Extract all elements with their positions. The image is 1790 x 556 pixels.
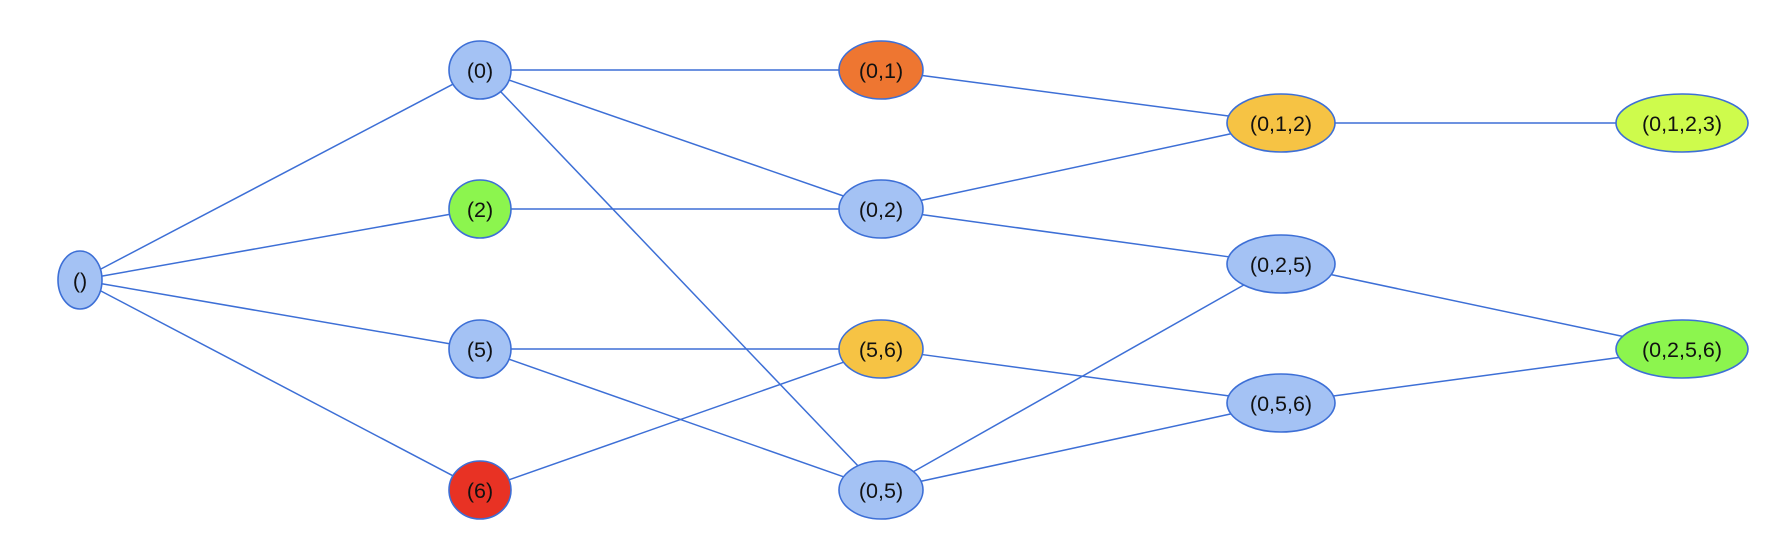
node-empty: (): [57, 250, 103, 310]
edge-05-to-025: [913, 284, 1245, 473]
node-layer: () (0) (2) (5) (6) (0,1) (0,2) (5,6) (0,5) (0,1,2…: [57, 40, 1749, 520]
node-label: (5,6): [859, 338, 903, 362]
edge-01-to-012: [922, 74, 1229, 117]
node-ellipse: [1615, 319, 1749, 379]
node-label: (0,1,2,3): [1642, 112, 1722, 136]
node-ellipse: [448, 40, 512, 100]
node-02: (0,2): [838, 179, 924, 239]
node-0123: (0,1,2,3): [1615, 93, 1749, 153]
node-ellipse: [1226, 234, 1336, 294]
edge-0-to-05: [500, 91, 859, 467]
node-label: (0): [467, 59, 493, 83]
node-025: (0,2,5): [1226, 234, 1336, 294]
edge-025-to-0256: [1331, 273, 1623, 338]
node-0: (0): [448, 40, 512, 100]
node-ellipse: [1615, 93, 1749, 153]
node-ellipse: [1226, 373, 1336, 433]
edge-empty-to-2: [101, 213, 450, 277]
node-label: (0,1): [859, 59, 903, 83]
node-label: (0,5): [859, 479, 903, 503]
node-ellipse: [838, 460, 924, 520]
edge-02-to-025: [922, 213, 1229, 258]
node-ellipse: [57, 250, 103, 310]
node-label: (6): [467, 479, 493, 503]
node-label: (2): [467, 198, 493, 222]
edge-5-to-05: [508, 358, 844, 478]
edge-05-to-056: [920, 413, 1232, 483]
edge-02-to-012: [920, 133, 1232, 202]
node-0256: (0,2,5,6): [1615, 319, 1749, 379]
edge-56-to-056: [922, 353, 1229, 397]
edge-empty-to-0: [100, 83, 454, 270]
edge-layer: [100, 69, 1623, 483]
edge-0-to-02: [508, 79, 844, 197]
node-label: (): [73, 269, 87, 293]
node-5: (5): [448, 319, 512, 379]
edge-056-to-0256: [1333, 356, 1619, 397]
node-label: (5): [467, 338, 493, 362]
node-label: (0,2,5,6): [1642, 338, 1722, 362]
edge-6-to-56: [508, 361, 844, 481]
node-label: (0,5,6): [1250, 392, 1312, 416]
node-6: (6): [448, 460, 512, 520]
node-05: (0,5): [838, 460, 924, 520]
node-56: (5,6): [838, 319, 924, 379]
node-056: (0,5,6): [1226, 373, 1336, 433]
node-label: (0,1,2): [1250, 112, 1312, 136]
edge-empty-to-6: [100, 290, 454, 477]
node-ellipse: [1226, 93, 1336, 153]
node-ellipse: [448, 460, 512, 520]
node-01: (0,1): [838, 40, 924, 100]
node-ellipse: [838, 319, 924, 379]
node-ellipse: [448, 319, 512, 379]
node-2: (2): [448, 179, 512, 239]
node-ellipse: [838, 179, 924, 239]
node-label: (0,2,5): [1250, 253, 1312, 277]
node-ellipse: [448, 179, 512, 239]
node-012: (0,1,2): [1226, 93, 1336, 153]
edge-empty-to-5: [101, 283, 450, 345]
node-ellipse: [838, 40, 924, 100]
node-label: (0,2): [859, 198, 903, 222]
